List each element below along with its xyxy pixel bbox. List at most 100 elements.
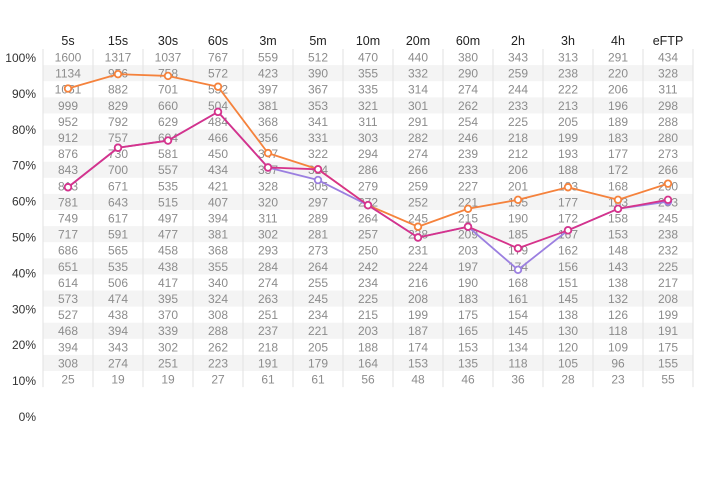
table-cell: 175 — [658, 340, 678, 354]
series-point[interactable] — [563, 226, 573, 235]
table-cell: 280 — [658, 131, 678, 145]
table-cell: 421 — [208, 179, 228, 193]
table-cell: 343 — [108, 340, 128, 354]
table-cell: 343 — [508, 51, 528, 65]
series-point[interactable] — [513, 244, 523, 253]
table-cell: 36 — [511, 373, 525, 387]
table-cell: 96 — [611, 356, 625, 370]
table-cell: 215 — [358, 308, 378, 322]
table-cell: 191 — [258, 356, 278, 370]
y-tick-label: 30% — [12, 302, 36, 316]
y-tick-label: 40% — [12, 266, 36, 280]
series-point[interactable] — [113, 69, 123, 79]
table-cell: 254 — [458, 115, 478, 129]
table-cell: 197 — [458, 260, 478, 274]
table-cell: 843 — [58, 163, 78, 177]
table-cell: 263 — [258, 292, 278, 306]
table-cell: 368 — [258, 115, 278, 129]
table-cell: 188 — [358, 340, 378, 354]
table-cell: 168 — [608, 179, 628, 193]
table-cell: 25 — [61, 373, 75, 387]
table-cell: 255 — [308, 276, 328, 290]
table-cell: 225 — [508, 115, 528, 129]
table-cell: 175 — [458, 308, 478, 322]
table-cell: 450 — [208, 147, 228, 161]
table-cell: 591 — [108, 228, 128, 242]
table-cell: 233 — [508, 99, 528, 113]
table-cell: 643 — [108, 195, 128, 209]
table-cell: 274 — [458, 83, 478, 97]
series-point[interactable] — [513, 195, 523, 205]
column-header: 15s — [108, 34, 128, 48]
series-point[interactable] — [63, 183, 73, 192]
series-point[interactable] — [663, 179, 673, 188]
row-stripe — [43, 322, 693, 339]
table-cell: 440 — [408, 51, 428, 65]
table-cell: 757 — [108, 131, 128, 145]
column-header: eFTP — [653, 34, 684, 48]
table-cell: 303 — [358, 131, 378, 145]
table-cell: 423 — [258, 67, 278, 81]
table-cell: 148 — [608, 244, 628, 258]
column-header: 5m — [309, 34, 326, 48]
table-cell: 222 — [558, 83, 578, 97]
series-point[interactable] — [213, 82, 223, 91]
table-cell: 167 — [558, 228, 578, 242]
table-cell: 484 — [208, 115, 228, 129]
table-cell: 143 — [608, 260, 628, 274]
table-cell: 671 — [108, 179, 128, 193]
series-point[interactable] — [63, 84, 73, 93]
table-cell: 264 — [308, 260, 328, 274]
row-stripe — [43, 65, 693, 82]
table-cell: 153 — [608, 228, 628, 242]
table-cell: 156 — [558, 260, 578, 274]
series-point[interactable] — [563, 183, 573, 192]
series-point[interactable] — [163, 136, 173, 145]
table-cell: 212 — [508, 147, 528, 161]
table-cell: 120 — [558, 340, 578, 354]
table-cell: 27 — [211, 373, 225, 387]
table-cell: 199 — [558, 131, 578, 145]
table-cell: 126 — [608, 308, 628, 322]
table-cell: 223 — [208, 356, 228, 370]
series-point[interactable] — [363, 200, 373, 210]
table-cell: 135 — [458, 356, 478, 370]
table-cell: 225 — [358, 292, 378, 306]
table-cell: 245 — [658, 212, 678, 226]
series-point[interactable] — [163, 71, 173, 81]
table-cell: 288 — [658, 115, 678, 129]
table-cell: 224 — [408, 260, 428, 274]
series-point[interactable] — [463, 204, 473, 213]
series-point[interactable] — [313, 165, 323, 174]
series-point[interactable] — [263, 148, 273, 158]
table-cell: 191 — [658, 324, 678, 338]
series-point[interactable] — [663, 195, 673, 205]
table-cell: 395 — [158, 292, 178, 306]
table-cell: 380 — [458, 51, 478, 65]
series-3 — [63, 107, 673, 253]
table-cell: 231 — [408, 244, 428, 258]
table-cell: 19 — [111, 373, 125, 387]
series-point[interactable] — [513, 265, 523, 275]
table-cell: 767 — [208, 51, 228, 65]
table-cell: 701 — [158, 83, 178, 97]
table-cell: 55 — [661, 373, 675, 387]
table-cell: 266 — [658, 163, 678, 177]
table-cell: 368 — [208, 244, 228, 258]
series-point[interactable] — [213, 107, 223, 117]
series-point[interactable] — [613, 204, 623, 213]
table-cell: 244 — [508, 83, 528, 97]
series-point[interactable] — [413, 222, 423, 231]
table-cell: 882 — [108, 83, 128, 97]
series-point[interactable] — [413, 233, 423, 242]
table-cell: 154 — [508, 308, 528, 322]
series-point[interactable] — [263, 163, 273, 172]
table-cell: 168 — [508, 276, 528, 290]
series-point[interactable] — [613, 195, 623, 205]
series-point[interactable] — [113, 143, 123, 152]
series-point[interactable] — [463, 222, 473, 231]
table-cell: 221 — [308, 324, 328, 338]
table-cell: 288 — [208, 324, 228, 338]
table-cell: 238 — [558, 67, 578, 81]
series-point[interactable] — [313, 175, 323, 185]
